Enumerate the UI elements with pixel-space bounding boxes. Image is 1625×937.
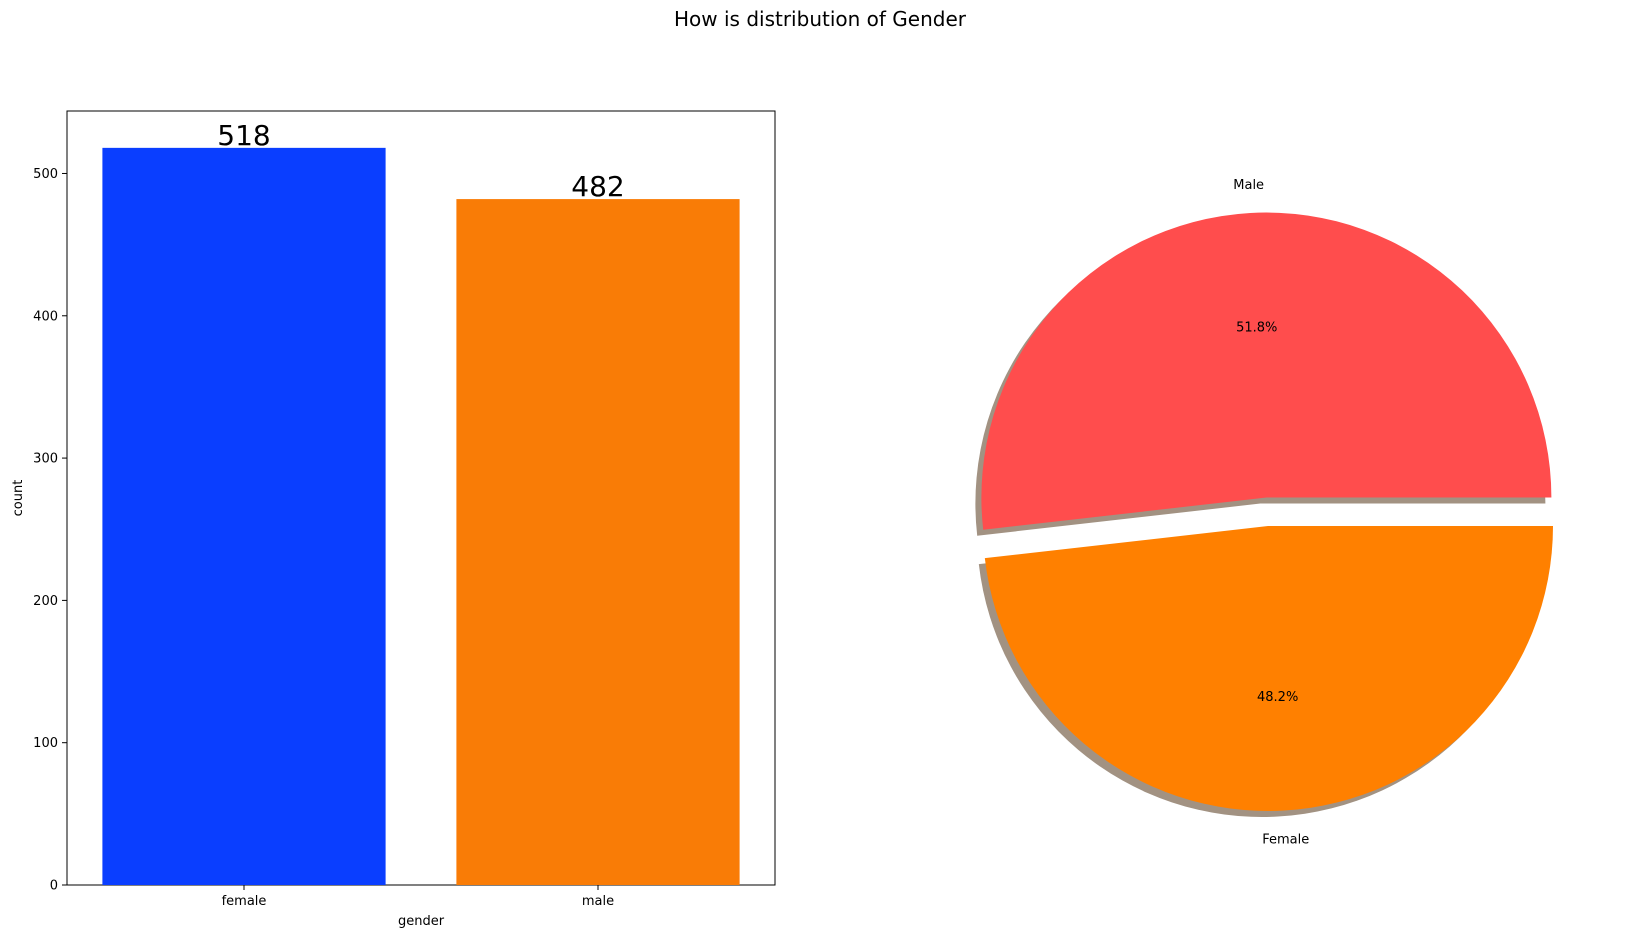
- pie-labels: Male 51.8% Female 48.2%: [1233, 178, 1309, 847]
- y-tick-label: 500: [33, 167, 58, 182]
- bar-y-ticks: 0 100 200 300 400 500: [33, 167, 67, 894]
- bar-chart: 0 100 200 300 400 500 female male 518 482 gende…: [11, 110, 776, 929]
- x-tick-label-male: male: [582, 894, 614, 909]
- y-tick-label: 300: [33, 452, 58, 467]
- y-tick-label: 100: [33, 736, 58, 751]
- x-tick-label-female: female: [222, 894, 267, 909]
- bar-x-ticks: female male: [222, 885, 614, 909]
- pie-label-female: Female: [1262, 832, 1309, 847]
- bar-female: [102, 147, 386, 885]
- pie-slice-female: [984, 526, 1553, 811]
- bar-value-labels: 518 482: [217, 119, 624, 203]
- figure-title: How is distribution of Gender: [674, 7, 967, 31]
- bar-value-label-male: 482: [571, 170, 624, 203]
- pie-label-male: Male: [1233, 178, 1264, 193]
- pie-chart: Male 51.8% Female 48.2%: [975, 178, 1553, 847]
- pie-pct-label-female: 48.2%: [1257, 690, 1298, 705]
- y-tick-label: 200: [33, 594, 58, 609]
- y-tick-label: 400: [33, 309, 58, 324]
- bar-axes-frame: [66, 110, 776, 886]
- pie-slices: [981, 212, 1553, 811]
- pie-slice-male: [981, 212, 1552, 530]
- y-axis-label: count: [11, 480, 26, 517]
- bar-value-label-female: 518: [217, 119, 270, 152]
- y-tick-label: 0: [50, 879, 58, 894]
- bar-male: [456, 199, 740, 885]
- pie-pct-label-male: 51.8%: [1236, 320, 1277, 335]
- bar-marks: [102, 147, 740, 885]
- x-axis-label: gender: [398, 914, 445, 929]
